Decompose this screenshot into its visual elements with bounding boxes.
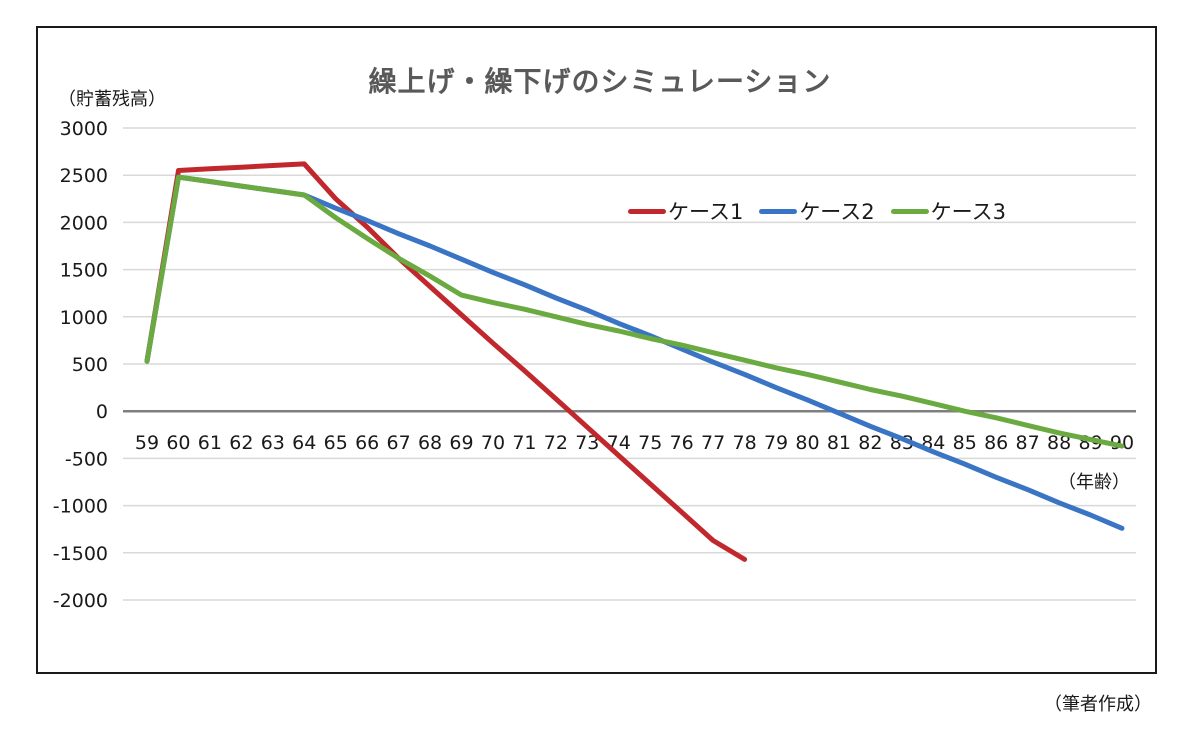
legend-label-case2: ケース2: [799, 200, 875, 224]
x-tick-label: 76: [670, 432, 694, 454]
y-tick-label: 1500: [60, 260, 108, 282]
x-tick-label: 75: [638, 432, 662, 454]
y-tick-label: 1000: [60, 307, 108, 329]
x-tick-label: 71: [512, 432, 536, 454]
x-tick-label: 86: [984, 432, 1008, 454]
x-tick-label: 63: [261, 432, 285, 454]
x-tick-label: 77: [701, 432, 725, 454]
x-tick-label: 88: [1047, 432, 1071, 454]
x-tick-label: 82: [858, 432, 882, 454]
legend-label-case3: ケース3: [930, 200, 1006, 224]
gridlines: [123, 127, 1136, 601]
y-tick-label: 2500: [60, 165, 108, 187]
chart-title: 繰上げ・繰下げのシミュレーション: [368, 65, 832, 98]
y-tick-label: -1000: [53, 496, 108, 518]
x-tick-label: 73: [575, 432, 599, 454]
series-line-case3: [144, 174, 1125, 449]
y-tick-label: 0: [96, 401, 108, 423]
x-tick-label: 79: [764, 432, 788, 454]
x-tick-label: 85: [953, 432, 977, 454]
y-axis-label: （貯蓄残高）: [58, 89, 166, 110]
x-tick-label: 66: [355, 432, 379, 454]
series-lines: [144, 161, 1125, 562]
x-tick-label: 67: [387, 432, 411, 454]
legend-item-case1[interactable]: ケース1: [628, 196, 743, 226]
series-line-case1: [144, 161, 748, 562]
legend-item-case2[interactable]: ケース2: [759, 196, 875, 226]
y-tick-label: 2000: [60, 212, 108, 234]
x-tick-label: 90: [1110, 432, 1134, 454]
x-tick-label: 61: [198, 432, 222, 454]
x-tick-label: 81: [827, 432, 851, 454]
x-tick-label: 78: [732, 432, 756, 454]
y-tick-label: 500: [72, 354, 108, 376]
y-tick-label: -2000: [53, 590, 108, 612]
series-line-case2: [144, 174, 1125, 531]
chart-frame: [36, 26, 1157, 674]
legend-swatch-case1: [628, 208, 666, 214]
legend-swatch-case2: [759, 208, 798, 214]
x-axis-ticks: 59 60 61 62 63 64 65 66 67 68 69 70 71 72 73 74 75 76 77 78…: [135, 432, 1134, 454]
x-tick-label: 62: [229, 432, 253, 454]
x-tick-label: 69: [449, 432, 473, 454]
legend-item-case3[interactable]: ケース3: [890, 196, 1006, 226]
x-tick-label: 70: [481, 432, 505, 454]
x-tick-label: 65: [324, 432, 348, 454]
x-tick-label: 64: [292, 432, 316, 454]
y-tick-label: -1500: [53, 543, 108, 565]
x-axis-label: （年齢）: [1058, 472, 1130, 493]
y-tick-label: 3000: [60, 118, 108, 140]
legend-swatch-case3: [890, 208, 929, 214]
x-tick-label: 60: [166, 432, 190, 454]
y-axis-ticks: 3000 2500 2000 1500 1000 500 0 -500 -1000 -1500 -2…: [53, 118, 108, 612]
x-tick-label: 80: [795, 432, 819, 454]
source-note: （筆者作成）: [1044, 694, 1152, 715]
x-tick-label: 87: [1016, 432, 1040, 454]
legend-label-case1: ケース1: [668, 200, 744, 224]
legend: ケース1 ケース2 ケース3: [628, 196, 1006, 226]
x-tick-label: 72: [544, 432, 568, 454]
x-tick-label: 59: [135, 432, 159, 454]
y-tick-label: -500: [65, 448, 108, 470]
x-tick-label: 68: [418, 432, 442, 454]
